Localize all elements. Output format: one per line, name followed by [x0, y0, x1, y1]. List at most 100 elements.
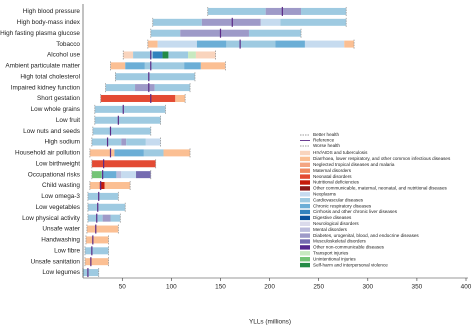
legend-swatch	[300, 245, 310, 250]
segment	[180, 29, 249, 37]
legend-swatch	[300, 209, 310, 215]
segment	[133, 51, 153, 59]
category-label: Low physical activity	[22, 215, 81, 222]
segment	[91, 138, 122, 146]
legend-label: Other non-communicable diseases	[313, 245, 385, 250]
legend-label: Reference	[313, 138, 335, 143]
legend-swatch	[300, 192, 310, 197]
segment	[121, 138, 127, 146]
legend-label: Better health	[313, 132, 339, 137]
legend-swatch	[300, 180, 310, 185]
segment	[101, 171, 117, 179]
segment	[116, 171, 122, 179]
segment	[110, 62, 126, 70]
category-label: Low nuts and seeds	[23, 128, 80, 135]
category-label: Short gestation	[37, 95, 80, 102]
segment	[154, 84, 191, 92]
category-label: High blood pressure	[23, 8, 81, 15]
legend-label: Cirrhosis and other chronic liver diseas…	[313, 209, 398, 214]
category-label: Ambient particulate matter	[5, 63, 80, 70]
category-label: Low omega-3	[41, 193, 80, 200]
segment	[280, 18, 347, 26]
segment	[248, 29, 302, 37]
legend-label: Musculoskeletal disorders	[313, 239, 367, 244]
legend-swatch	[300, 215, 310, 221]
category-label: Unsafe sanitation	[31, 258, 81, 265]
x-tick-label: 250	[313, 284, 324, 291]
segment	[121, 171, 137, 179]
legend-swatch	[300, 198, 310, 203]
segment	[91, 171, 102, 179]
segment	[87, 203, 126, 211]
category-label: Handwashing	[41, 237, 80, 244]
category-label: Low legumes	[42, 269, 80, 276]
legend-swatch	[300, 156, 310, 162]
legend-label: Nutritional deficiencies	[313, 180, 360, 185]
x-tick-label: 400	[461, 284, 472, 291]
legend-label: Maternal disorders	[313, 168, 352, 173]
segment	[152, 51, 163, 59]
segment	[260, 18, 281, 26]
x-tick-label: 300	[362, 284, 373, 291]
legend-swatch	[300, 239, 310, 244]
segment	[200, 62, 226, 70]
legend-label: Neurological disorders	[313, 221, 359, 226]
category-label: Unsafe water	[42, 226, 81, 233]
segment	[110, 214, 121, 222]
segment	[136, 171, 151, 179]
segment	[102, 214, 111, 222]
segment	[87, 192, 119, 200]
legend-swatch	[300, 150, 310, 156]
segment	[226, 40, 276, 48]
legend-label: Transport injuries	[313, 251, 349, 256]
segment	[100, 94, 176, 102]
segment	[145, 138, 161, 146]
category-label: Household air pollution	[15, 150, 80, 157]
segment	[99, 182, 105, 190]
category-label: Occupational risks	[28, 171, 80, 178]
legend-swatch	[300, 162, 310, 167]
segment	[275, 40, 305, 48]
legend-label: Chronic respiratory diseases	[313, 203, 372, 208]
segment	[301, 7, 347, 15]
segment	[163, 149, 191, 157]
segment	[92, 127, 151, 135]
segment	[89, 182, 100, 190]
legend-label: Worse health	[313, 143, 340, 148]
legend-label: Unintentional injuries	[313, 256, 356, 261]
category-label: Alcohol use	[47, 52, 80, 59]
legend-label: Other communicable, maternal, neonatal, …	[313, 186, 448, 191]
legend-swatch	[300, 174, 310, 179]
segment	[87, 214, 103, 222]
x-axis-title: YLLs (millions)	[249, 319, 291, 326]
segment	[125, 62, 145, 70]
x-tick-label: 100	[166, 284, 177, 291]
segment	[91, 160, 156, 168]
x-tick-label: 150	[215, 284, 226, 291]
segment	[201, 18, 261, 26]
category-label: Impaired kidney function	[11, 84, 81, 91]
segment	[104, 182, 131, 190]
category-label: High total cholesterol	[20, 73, 80, 80]
category-label: High body-mass index	[17, 19, 81, 26]
legend-label: Neoplasms	[313, 192, 337, 197]
segment	[184, 62, 201, 70]
segment	[89, 149, 115, 157]
segment	[195, 51, 216, 59]
legend-label: Digestive diseases	[313, 215, 352, 220]
legend-label: Neglected tropical diseases and malaria	[313, 162, 395, 167]
legend-label: Diarrhoea, lower respiratory, and other …	[313, 156, 451, 161]
segment	[94, 105, 166, 113]
segment	[94, 116, 161, 124]
segment	[114, 149, 144, 157]
segment	[162, 51, 169, 59]
segment	[147, 40, 158, 48]
segment	[344, 40, 355, 48]
legend-swatch	[300, 262, 310, 268]
segment	[84, 258, 109, 266]
legend-label: HIV/AIDS and tuberculosis	[313, 150, 368, 155]
segment	[85, 236, 109, 244]
segment	[152, 18, 202, 26]
category-label: High sodium	[44, 139, 80, 146]
category-label: Low birthweight	[36, 160, 81, 167]
